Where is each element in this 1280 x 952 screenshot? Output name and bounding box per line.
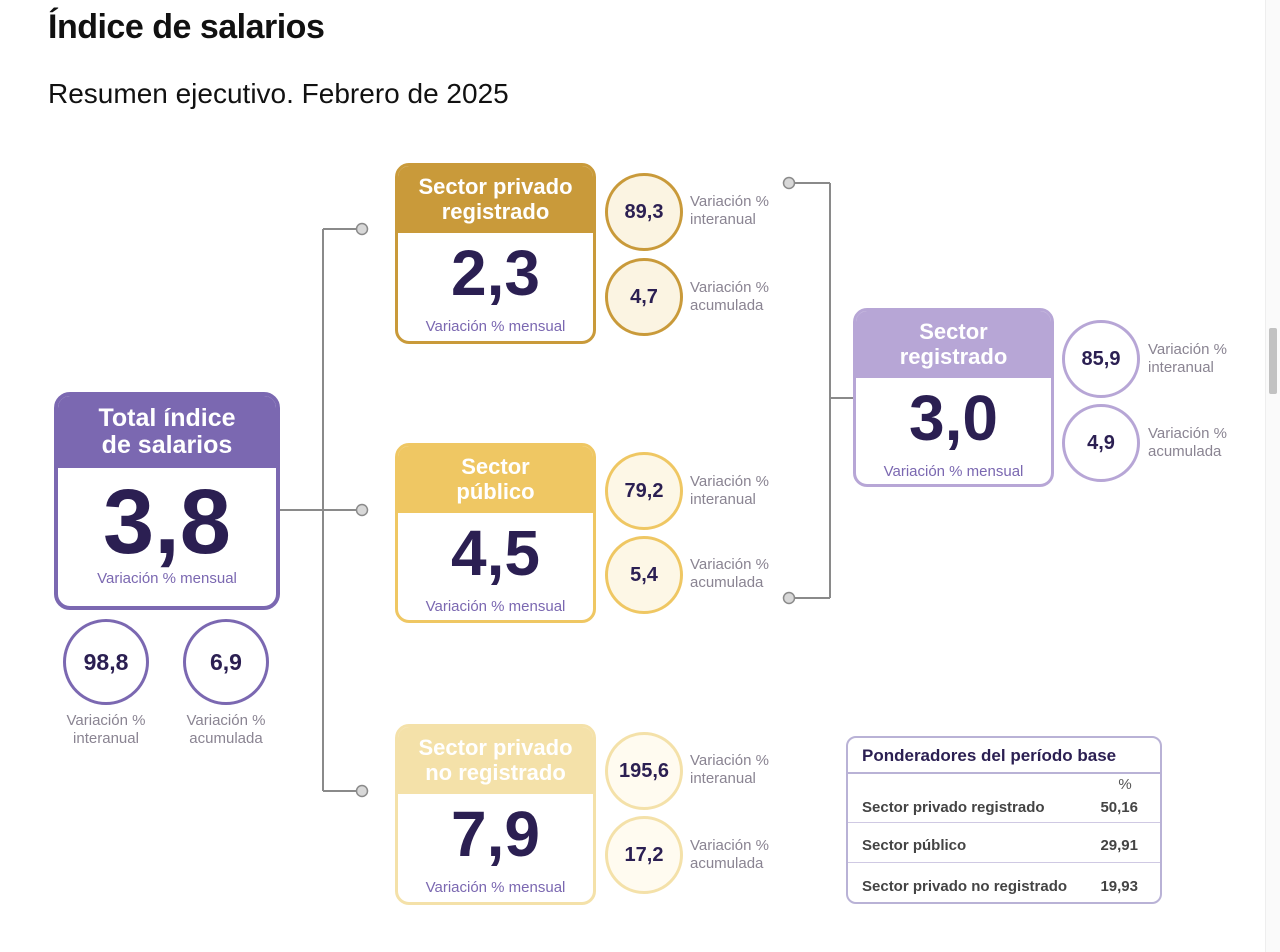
- privado-no-registrado-interanual-circle: 195,6: [605, 732, 683, 810]
- registrado-interanual-label: Variación % interanual: [1148, 341, 1227, 376]
- vertical-scrollbar[interactable]: [1265, 0, 1280, 952]
- registrado-header: Sector registrado: [856, 311, 1051, 378]
- ponderadores-row: Sector privado no registrado 19,93: [862, 873, 1138, 899]
- privado-registrado-value: 2,3: [451, 237, 540, 309]
- registrado-card: Sector registrado 3,0 Variación % mensua…: [853, 308, 1054, 487]
- ponderadores-row-value: 29,91: [1100, 836, 1138, 854]
- publico-card: Sector público 4,5 Variación % mensual: [395, 443, 596, 623]
- privado-registrado-interanual-label: Variación % interanual: [690, 193, 769, 228]
- privado-no-registrado-caption: Variación % mensual: [425, 879, 566, 896]
- publico-acumulada-label: Variación % acumulada: [690, 556, 769, 591]
- scrollbar-thumb[interactable]: [1269, 328, 1277, 394]
- privado-registrado-acumulada-label: Variación % acumulada: [690, 279, 769, 314]
- ponderadores-unit: %: [1118, 776, 1132, 793]
- publico-acumulada-circle: 5,4: [605, 536, 683, 614]
- privado-registrado-caption: Variación % mensual: [425, 318, 566, 335]
- privado-no-registrado-interanual-label: Variación % interanual: [690, 752, 769, 787]
- ponderadores-row-divider: [848, 822, 1160, 823]
- privado-registrado-acumulada-circle: 4,7: [605, 258, 683, 336]
- registrado-caption: Variación % mensual: [883, 463, 1024, 480]
- publico-interanual-circle: 79,2: [605, 452, 683, 530]
- ponderadores-row-label: Sector privado no registrado: [862, 877, 1068, 895]
- page-title: Índice de salarios: [48, 8, 325, 46]
- registrado-value: 3,0: [909, 382, 998, 454]
- total-acumulada-circle: 6,9: [183, 619, 269, 705]
- privado-registrado-header: Sector privado registrado: [398, 166, 593, 233]
- publico-interanual-label: Variación % interanual: [690, 473, 769, 508]
- publico-header: Sector público: [398, 446, 593, 513]
- ponderadores-row-label: Sector público: [862, 836, 967, 854]
- registrado-acumulada-circle: 4,9: [1062, 404, 1140, 482]
- total-caption: Variación % mensual: [97, 570, 237, 587]
- ponderadores-row: Sector público 29,91: [862, 832, 1138, 858]
- registrado-interanual-circle: 85,9: [1062, 320, 1140, 398]
- ponderadores-title: Ponderadores del período base: [862, 746, 1117, 765]
- total-header: Total índice de salarios: [58, 396, 276, 468]
- total-interanual-label: Variación % interanual: [66, 712, 146, 747]
- ponderadores-row: Sector privado registrado 50,16: [862, 794, 1138, 820]
- page-subtitle: Resumen ejecutivo. Febrero de 2025: [48, 78, 509, 109]
- ponderadores-row-divider: [848, 862, 1160, 863]
- registrado-acumulada-label: Variación % acumulada: [1148, 425, 1227, 460]
- publico-caption: Variación % mensual: [425, 598, 566, 615]
- total-acumulada-label: Variación % acumulada: [186, 712, 266, 747]
- total-interanual-circle: 98,8: [63, 619, 149, 705]
- total-value: 3,8: [103, 471, 231, 573]
- ponderadores-row-label: Sector privado registrado: [862, 798, 1045, 816]
- privado-no-registrado-acumulada-circle: 17,2: [605, 816, 683, 894]
- publico-value: 4,5: [451, 517, 540, 589]
- privado-registrado-card: Sector privado registrado 2,3 Variación …: [395, 163, 596, 344]
- privado-no-registrado-acumulada-label: Variación % acumulada: [690, 837, 769, 872]
- ponderadores-header-rule: [848, 772, 1160, 774]
- privado-no-registrado-card: Sector privado no registrado 7,9 Variaci…: [395, 724, 596, 905]
- ponderadores-row-value: 19,93: [1100, 877, 1138, 895]
- ponderadores-table: Ponderadores del período base % Sector p…: [846, 736, 1162, 904]
- total-card: Total índice de salarios 3,8 Variación %…: [54, 392, 280, 610]
- privado-registrado-interanual-circle: 89,3: [605, 173, 683, 251]
- privado-no-registrado-header: Sector privado no registrado: [398, 727, 593, 794]
- ponderadores-row-value: 50,16: [1100, 798, 1138, 816]
- privado-no-registrado-value: 7,9: [451, 798, 540, 870]
